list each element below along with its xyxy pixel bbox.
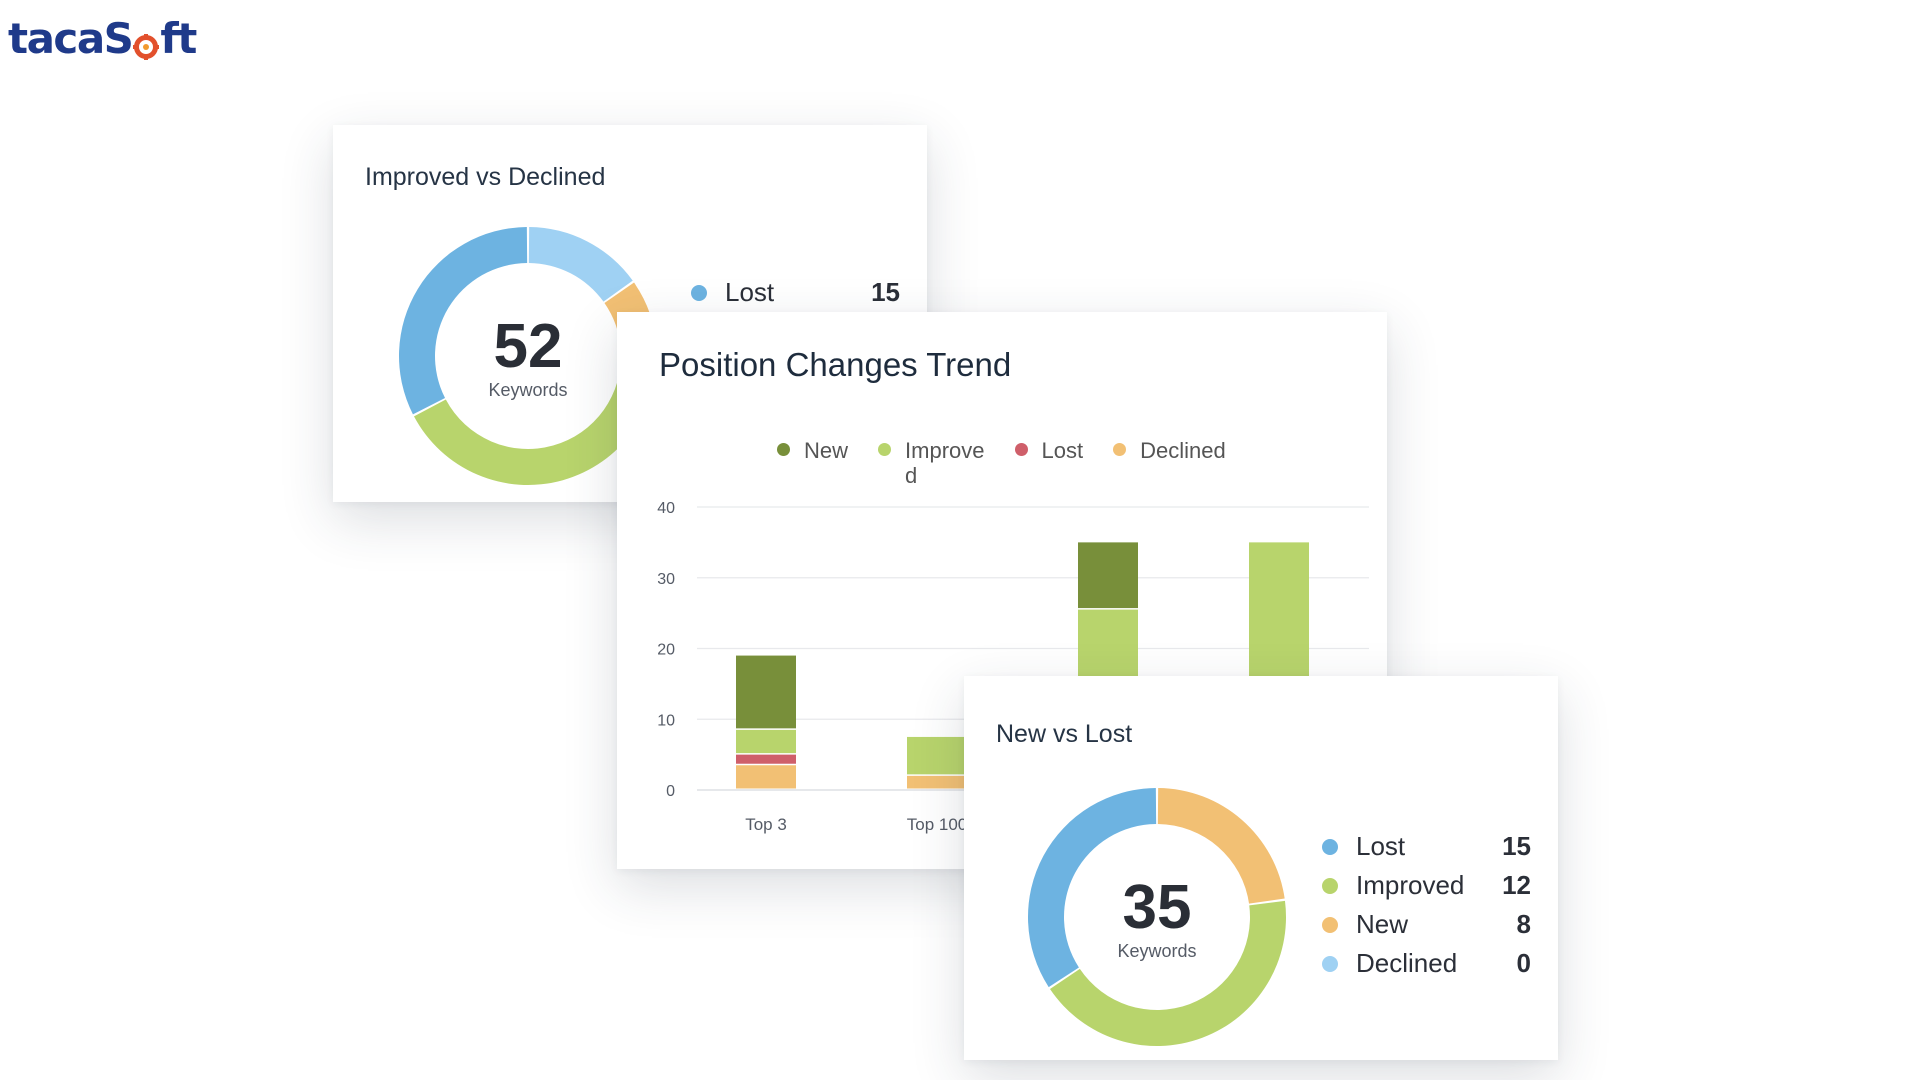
position-changes-trend-legend: New Improve d Lost Declined	[777, 438, 1256, 489]
new-vs-lost-legend-label: Declined	[1356, 948, 1458, 978]
trend-legend-item-declined[interactable]: Declined	[1113, 438, 1226, 489]
trend-legend-label: Lost	[1041, 438, 1084, 463]
logo-text-ft: ft	[160, 14, 197, 63]
new-vs-lost-legend-dot-declined	[1322, 955, 1338, 972]
trend-legend-dot-lost	[1014, 443, 1028, 456]
improved-vs-declined-slice-improved[interactable]	[414, 348, 657, 486]
improved-vs-declined-legend-count: 15	[871, 277, 900, 307]
trend-x-tick-label: Top 100	[907, 815, 968, 834]
trend-legend-item-improve-d[interactable]: Improve d	[878, 438, 985, 489]
improved-vs-declined-slice-lost[interactable]	[399, 227, 528, 415]
new-vs-lost-legend-dot-improved	[1322, 877, 1338, 894]
trend-bar-lost-top-3[interactable]	[736, 754, 796, 764]
new-vs-lost-total: 35	[1122, 873, 1192, 942]
trend-x-tick-label: Top 3	[745, 815, 787, 834]
improved-vs-declined-legend: Lost 15	[691, 273, 900, 312]
improved-vs-declined-slice-declined[interactable]	[528, 227, 633, 302]
trend-bar-improved-top-3[interactable]	[736, 729, 796, 754]
new-vs-lost-slice-new[interactable]	[1157, 788, 1285, 904]
new-vs-lost-card: New vs Lost 35 Keywords Lost 15 Improved 12…	[964, 676, 1558, 1060]
trend-legend-dot-improve-d	[878, 443, 892, 456]
position-changes-trend-title: Position Changes Trend	[659, 346, 1012, 383]
trend-legend-dot-declined	[1113, 443, 1127, 456]
trend-legend-label: New	[804, 438, 849, 463]
new-vs-lost-donut	[1028, 788, 1286, 1046]
new-vs-lost-legend-item-declined[interactable]: Declined 0	[1322, 944, 1531, 983]
new-vs-lost-legend-count: 15	[1502, 831, 1531, 861]
new-vs-lost-total-label: Keywords	[1117, 941, 1197, 961]
trend-legend-item-lost[interactable]: Lost	[1014, 438, 1084, 489]
trend-legend-label: Improve d	[905, 438, 985, 489]
trend-bar-new-top-3[interactable]	[736, 655, 796, 729]
logo-text-taca: taca	[8, 14, 105, 63]
new-vs-lost-legend-dot-lost	[1322, 838, 1338, 855]
trend-bar-improved-top-100[interactable]	[907, 736, 967, 775]
trend-legend-dot-new	[777, 443, 790, 456]
new-vs-lost-slice-improved[interactable]	[1049, 900, 1286, 1046]
new-vs-lost-slice-lost[interactable]	[1028, 788, 1157, 988]
trend-bar-declined-top-3[interactable]	[736, 765, 796, 789]
trend-y-tick-label: 20	[657, 642, 675, 659]
trend-bar-declined-top-100[interactable]	[907, 775, 967, 789]
improved-vs-declined-legend-item-lost[interactable]: Lost 15	[691, 273, 900, 312]
trend-legend-label: Declined	[1140, 438, 1226, 463]
new-vs-lost-legend-label: Improved	[1356, 870, 1465, 900]
new-vs-lost-title: New vs Lost	[996, 720, 1133, 748]
trend-y-tick-label: 30	[657, 571, 675, 588]
trend-bar-new-col3[interactable]	[1078, 542, 1138, 609]
trend-y-tick-label: 10	[657, 712, 675, 729]
new-vs-lost-legend-count: 0	[1516, 948, 1531, 978]
improved-vs-declined-legend-dot-lost	[691, 284, 707, 301]
new-vs-lost-legend-count: 8	[1516, 909, 1531, 939]
new-vs-lost-legend-label: Lost	[1356, 831, 1406, 861]
new-vs-lost-legend-label: New	[1356, 909, 1409, 939]
new-vs-lost-legend-item-new[interactable]: New 8	[1322, 905, 1531, 944]
logo-gear-icon	[133, 30, 160, 60]
new-vs-lost-legend-count: 12	[1502, 870, 1531, 900]
new-vs-lost-legend-dot-new	[1322, 916, 1338, 933]
improved-vs-declined-center: 52 Keywords	[448, 316, 608, 401]
new-vs-lost-legend-item-lost[interactable]: Lost 15	[1322, 827, 1531, 866]
improved-vs-declined-legend-label: Lost	[725, 277, 775, 307]
logo-text-s: S	[103, 14, 134, 63]
trend-legend-item-new[interactable]: New	[777, 438, 848, 489]
improved-vs-declined-title: Improved vs Declined	[365, 163, 606, 191]
new-vs-lost-center: 35 Keywords	[1077, 877, 1237, 962]
improved-vs-declined-total: 52	[493, 312, 563, 381]
trend-y-tick-label: 40	[657, 500, 675, 517]
new-vs-lost-legend: Lost 15 Improved 12 New 8 Declined 0	[1322, 827, 1531, 983]
improved-vs-declined-total-label: Keywords	[488, 380, 568, 400]
new-vs-lost-legend-item-improved[interactable]: Improved 12	[1322, 866, 1531, 905]
trend-y-tick-label: 0	[666, 783, 675, 800]
